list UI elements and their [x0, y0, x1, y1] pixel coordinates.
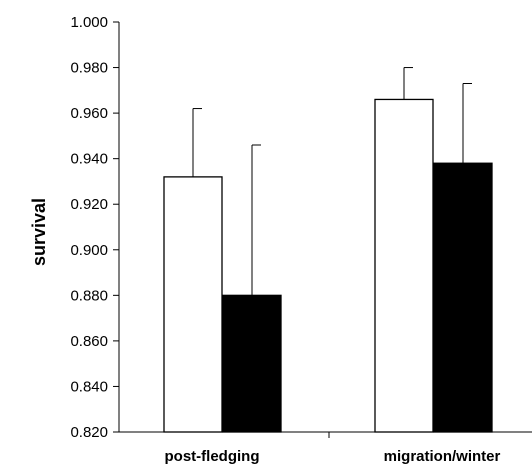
- bar-migration-winter-series-2: [433, 162, 493, 433]
- bar-post-fledging-series-2: [222, 294, 282, 433]
- error-bars: [192, 67, 472, 296]
- bars: [163, 98, 493, 433]
- y-tick-label: 1.000: [70, 14, 108, 31]
- y-tick-label: 0.840: [70, 378, 108, 395]
- y-tick-label: 0.940: [70, 151, 108, 168]
- labels: 0.820 0.840 0.860 0.880 0.900 0.920 0.940 0.960…: [70, 14, 500, 465]
- y-tick-label: 0.820: [70, 424, 108, 441]
- bar-post-fledging-series-1: [163, 176, 223, 433]
- y-axis-title: survival: [29, 198, 49, 266]
- y-tick-label: 0.880: [70, 287, 108, 304]
- y-tick-label: 0.860: [70, 333, 108, 350]
- bar-migration-winter-series-1: [374, 98, 434, 433]
- y-tick-label: 0.980: [70, 60, 108, 77]
- y-tick-label: 0.900: [70, 242, 108, 259]
- y-tick-label: 0.960: [70, 105, 108, 122]
- y-tick-label: 0.920: [70, 196, 108, 213]
- x-category-label: migration/winter: [384, 448, 501, 465]
- x-category-label: post-fledging: [165, 448, 260, 465]
